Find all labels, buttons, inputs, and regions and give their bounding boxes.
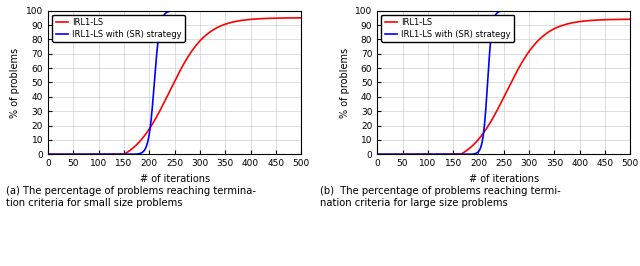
X-axis label: # of iterations: # of iterations: [468, 174, 539, 184]
Text: (a) The percentage of problems reaching termina-
tion criteria for small size pr: (a) The percentage of problems reaching …: [6, 186, 257, 208]
Y-axis label: % of problems: % of problems: [10, 47, 20, 118]
Legend: IRL1-LS, IRL1-LS with (SR) strategy: IRL1-LS, IRL1-LS with (SR) strategy: [52, 15, 185, 42]
X-axis label: # of iterations: # of iterations: [140, 174, 210, 184]
Legend: IRL1-LS, IRL1-LS with (SR) strategy: IRL1-LS, IRL1-LS with (SR) strategy: [381, 15, 515, 42]
Text: (b)  The percentage of problems reaching termi-
nation criteria for large size p: (b) The percentage of problems reaching …: [320, 186, 561, 208]
Y-axis label: % of problems: % of problems: [339, 47, 349, 118]
